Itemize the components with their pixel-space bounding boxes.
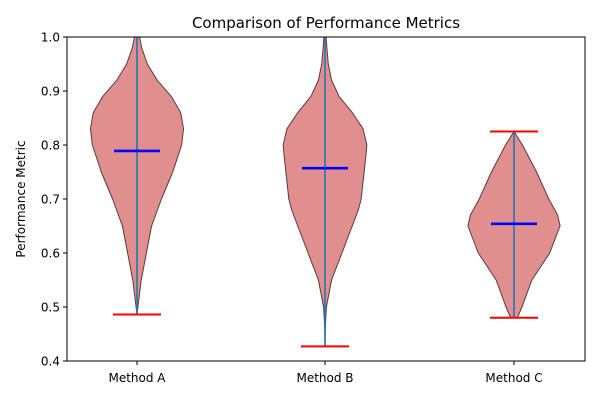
x-tick-label: Method C [485, 371, 542, 385]
x-tick-label: Method B [296, 371, 353, 385]
y-axis: 0.4 0.5 0.6 0.7 0.8 0.9 1.0 [41, 31, 67, 369]
y-tick-label: 0.4 [41, 355, 60, 369]
y-axis-label: Performance Metric [14, 140, 28, 257]
x-tick-label: Method A [108, 371, 166, 385]
y-tick-label: 0.8 [41, 139, 60, 153]
y-tick-label: 0.6 [41, 247, 60, 261]
chart-title: Comparison of Performance Metrics [192, 14, 460, 32]
x-axis: Method A Method B Method C [108, 361, 543, 385]
y-tick-label: 0.5 [41, 301, 60, 315]
plot-area [89, 37, 561, 348]
y-tick-label: 0.9 [41, 85, 60, 99]
y-tick-label: 0.7 [41, 193, 60, 207]
y-tick-label: 1.0 [41, 31, 60, 45]
